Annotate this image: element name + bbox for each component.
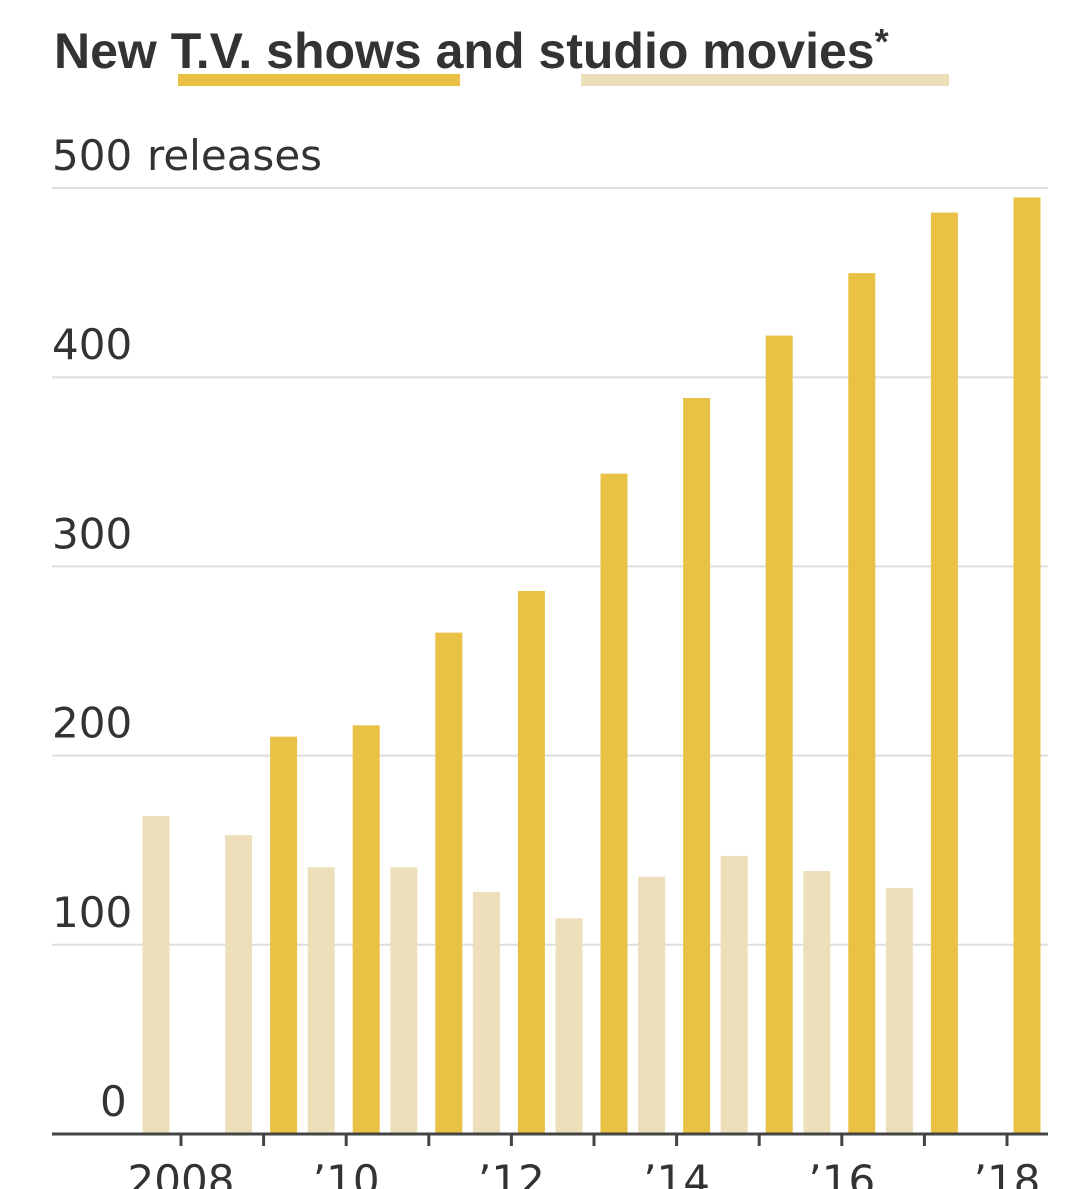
bar-movies-2015 <box>720 855 748 1134</box>
bar-tv-2014 <box>683 398 711 1135</box>
x-tick-label-2008: 2008 <box>128 1156 235 1189</box>
bar-tv-2010 <box>352 725 380 1134</box>
chart-title: New T.V. shows and studio movies* <box>54 21 889 79</box>
y-tick-label-400: 400 <box>52 320 132 369</box>
title-series-movies-label: studio movies <box>538 23 874 79</box>
bar-movies-2008 <box>142 816 170 1134</box>
y-axis: 0 100 200 300 400 500 releases <box>52 131 322 1126</box>
bar-movies-2017 <box>885 888 913 1134</box>
bars <box>142 197 1041 1135</box>
x-axis: 2008 ’10 ’12 ’14 ’16 ’18 <box>52 1132 1048 1189</box>
gridlines <box>52 187 1048 946</box>
bar-tv-2011 <box>435 632 463 1134</box>
bar-movies-2010 <box>307 867 335 1134</box>
bar-tv-2018 <box>1013 197 1041 1134</box>
bar-tv-2016 <box>848 273 876 1134</box>
bar-movies-2014 <box>638 876 666 1134</box>
bar-tv-2015 <box>765 335 793 1134</box>
x-tick-label-2018: ’18 <box>974 1156 1041 1189</box>
y-tick-label-500: 500 <box>52 131 132 180</box>
bar-tv-2012 <box>517 590 545 1134</box>
bar-movies-2009 <box>225 835 253 1134</box>
x-tick-label-2012: ’12 <box>478 1156 545 1189</box>
y-unit-label: releases <box>147 131 322 180</box>
bar-tv-2013 <box>600 473 628 1134</box>
bar-movies-2016 <box>803 871 831 1134</box>
title-middle: and <box>422 23 539 79</box>
title-suffix: * <box>875 21 889 62</box>
x-tick-label-2016: ’16 <box>808 1156 875 1189</box>
y-tick-label-0: 0 <box>100 1077 127 1126</box>
y-tick-label-200: 200 <box>52 699 132 748</box>
bar-movies-2013 <box>555 918 583 1134</box>
title-prefix: New <box>54 23 171 79</box>
title-series-tv-label: T.V. shows <box>171 23 422 79</box>
x-tick-label-2010: ’10 <box>313 1156 380 1189</box>
bar-movies-2011 <box>390 867 418 1134</box>
bar-tv-2017 <box>930 212 958 1134</box>
bar-tv-2009 <box>270 736 298 1134</box>
legend-swatch-tv <box>178 74 460 86</box>
x-tick-label-2014: ’14 <box>643 1156 710 1189</box>
y-tick-label-100: 100 <box>52 888 132 937</box>
bar-movies-2012 <box>472 891 500 1134</box>
legend-swatch-movies <box>581 74 949 86</box>
y-tick-label-300: 300 <box>52 509 132 558</box>
